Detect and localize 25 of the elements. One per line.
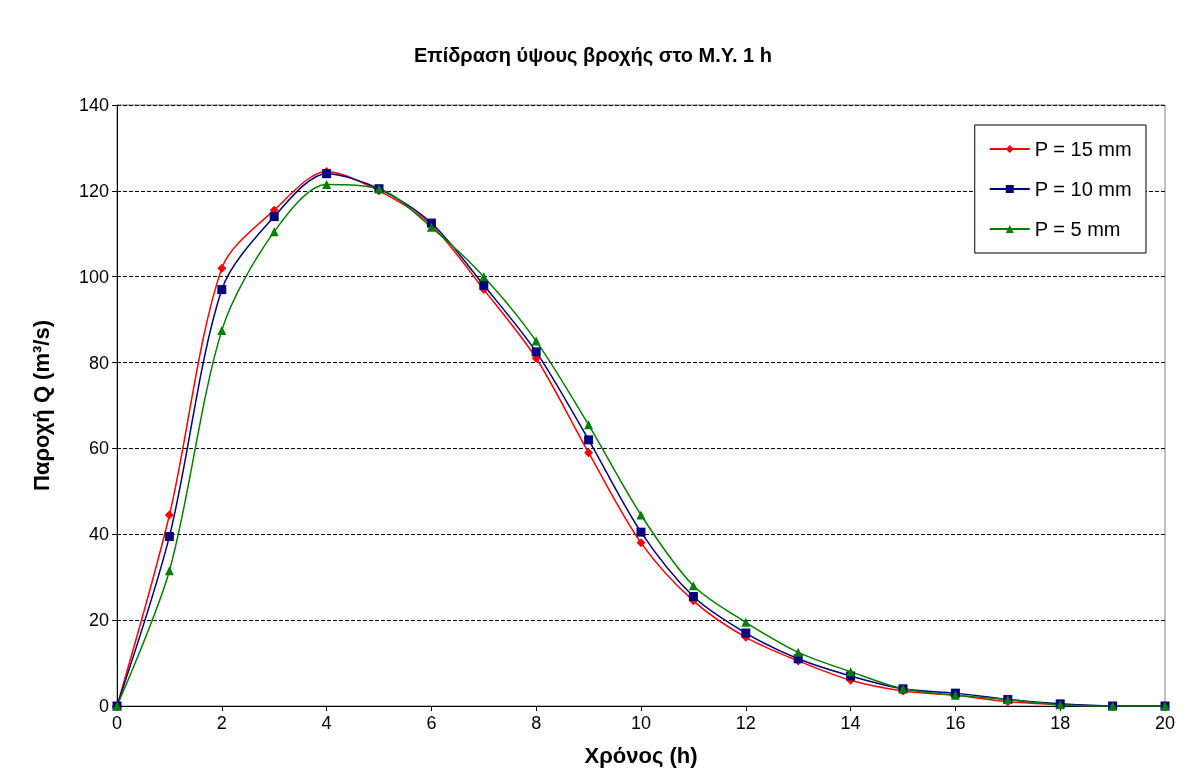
x-tick-label: 16 bbox=[945, 713, 966, 733]
y-tick-label: 80 bbox=[88, 352, 109, 373]
y-tick-label: 60 bbox=[88, 438, 109, 459]
y-tick-label: 40 bbox=[88, 524, 109, 545]
y-tick-label: 120 bbox=[78, 180, 109, 201]
y-tick-label: 100 bbox=[78, 266, 109, 287]
x-tick-label: 2 bbox=[216, 713, 227, 733]
legend-label: P = 5 mm bbox=[1034, 218, 1121, 240]
legend-label: P = 15 mm bbox=[1034, 138, 1132, 160]
y-tick-label: 140 bbox=[78, 95, 109, 115]
x-tick-label: 4 bbox=[321, 713, 332, 733]
chart-title: Επίδραση ύψους βροχής στο Μ.Υ. 1 h bbox=[414, 44, 772, 66]
x-tick-label: 14 bbox=[840, 713, 861, 733]
x-tick-label: 20 bbox=[1154, 713, 1176, 733]
x-tick-label: 18 bbox=[1050, 713, 1071, 733]
y-tick-label: 0 bbox=[98, 696, 109, 716]
x-tick-label: 6 bbox=[426, 713, 437, 733]
legend-label: P = 10 mm bbox=[1034, 178, 1132, 200]
y-axis-title: Παροχή Q (m³/s) bbox=[28, 320, 54, 491]
y-tick-label: 20 bbox=[88, 610, 109, 631]
x-tick-label: 10 bbox=[630, 713, 652, 733]
x-tick-label: 8 bbox=[531, 713, 542, 733]
x-tick-label: 0 bbox=[111, 713, 123, 733]
x-tick-label: 12 bbox=[735, 713, 756, 733]
x-axis-title: Χρόνος (h) bbox=[584, 742, 698, 768]
